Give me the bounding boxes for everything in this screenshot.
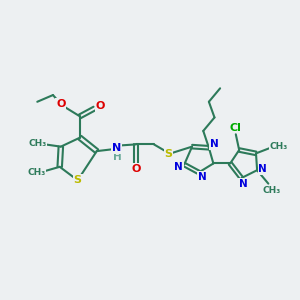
Text: O: O — [131, 164, 141, 174]
Text: N: N — [210, 140, 219, 149]
Text: N: N — [198, 172, 206, 182]
Text: N: N — [174, 162, 183, 172]
Text: O: O — [56, 99, 65, 109]
Text: CH₃: CH₃ — [27, 168, 45, 177]
Text: N: N — [112, 143, 122, 153]
Text: CH₃: CH₃ — [262, 186, 281, 195]
Text: Cl: Cl — [230, 123, 242, 133]
Text: S: S — [164, 149, 172, 160]
Text: H: H — [112, 152, 121, 162]
Text: O: O — [95, 101, 105, 111]
Text: N: N — [258, 164, 267, 174]
Text: CH₃: CH₃ — [269, 142, 287, 151]
Text: CH₃: CH₃ — [28, 139, 46, 148]
Text: S: S — [74, 175, 82, 185]
Text: N: N — [239, 178, 248, 189]
